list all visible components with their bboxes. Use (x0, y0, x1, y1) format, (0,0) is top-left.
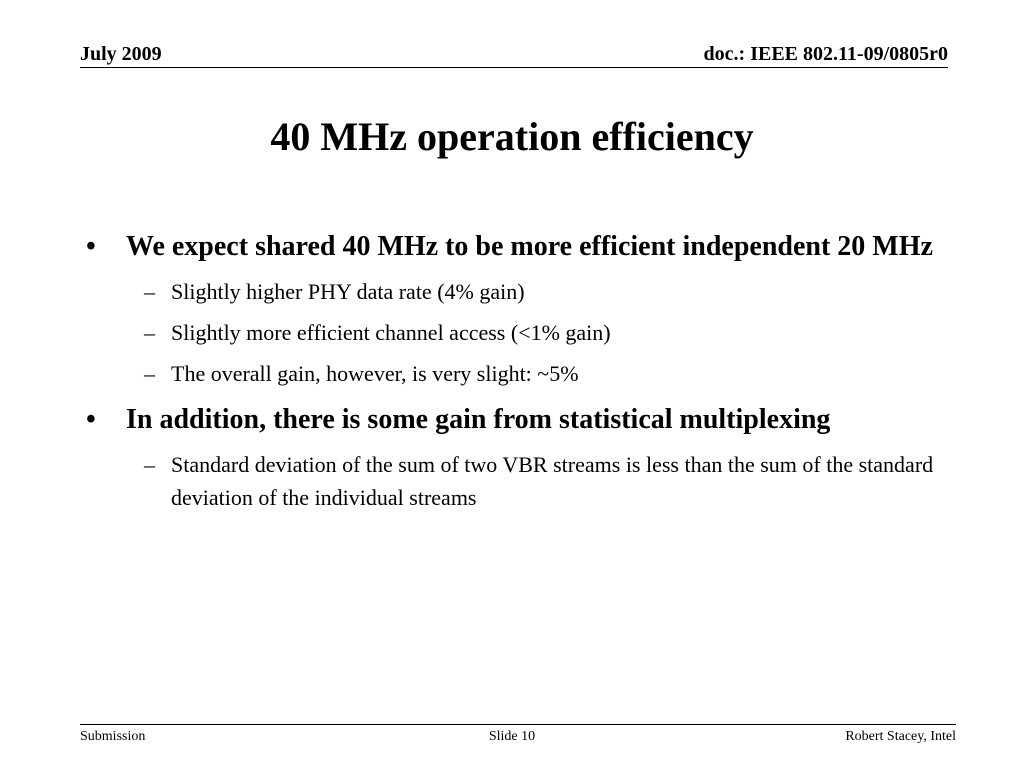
footer-rule (80, 724, 956, 725)
dash-mark: – (144, 320, 155, 345)
sub-bullet-1-3: – The overall gain, however, is very sli… (86, 357, 966, 390)
dash-mark: – (144, 361, 155, 386)
sub-bullet-2-1-text: Standard deviation of the sum of two VBR… (171, 452, 934, 510)
bullet-1: • We expect shared 40 MHz to be more eff… (86, 229, 966, 265)
sub-bullet-1-2: – Slightly more efficient channel access… (86, 316, 966, 349)
sub-bullet-1-1: – Slightly higher PHY data rate (4% gain… (86, 275, 966, 308)
header-rule (80, 67, 948, 68)
footer-author: Robert Stacey, Intel (845, 729, 956, 744)
header-doc-id: doc.: IEEE 802.11-09/0805r0 (703, 43, 948, 65)
bullet-2-text: In addition, there is some gain from sta… (126, 404, 831, 435)
sub-bullet-1-2-text: Slightly more efficient channel access (… (171, 320, 611, 345)
bullet-mark: • (86, 404, 96, 435)
sub-bullet-1-3-text: The overall gain, however, is very sligh… (171, 361, 579, 386)
dash-mark: – (144, 279, 155, 304)
header-date: July 2009 (80, 43, 162, 65)
footer-submission: Submission (80, 729, 146, 744)
sub-bullet-1-1-text: Slightly higher PHY data rate (4% gain) (171, 279, 525, 304)
dash-mark: – (144, 452, 155, 477)
bullet-2: • In addition, there is some gain from s… (86, 402, 966, 438)
slide-body: • We expect shared 40 MHz to be more eff… (86, 229, 966, 514)
slide-title: 40 MHz operation efficiency (270, 114, 754, 159)
bullet-1-text: We expect shared 40 MHz to be more effic… (126, 231, 933, 262)
bullet-mark: • (86, 231, 96, 262)
sub-bullet-2-1: – Standard deviation of the sum of two V… (86, 448, 966, 514)
footer-slide-number: Slide 10 (488, 729, 536, 744)
